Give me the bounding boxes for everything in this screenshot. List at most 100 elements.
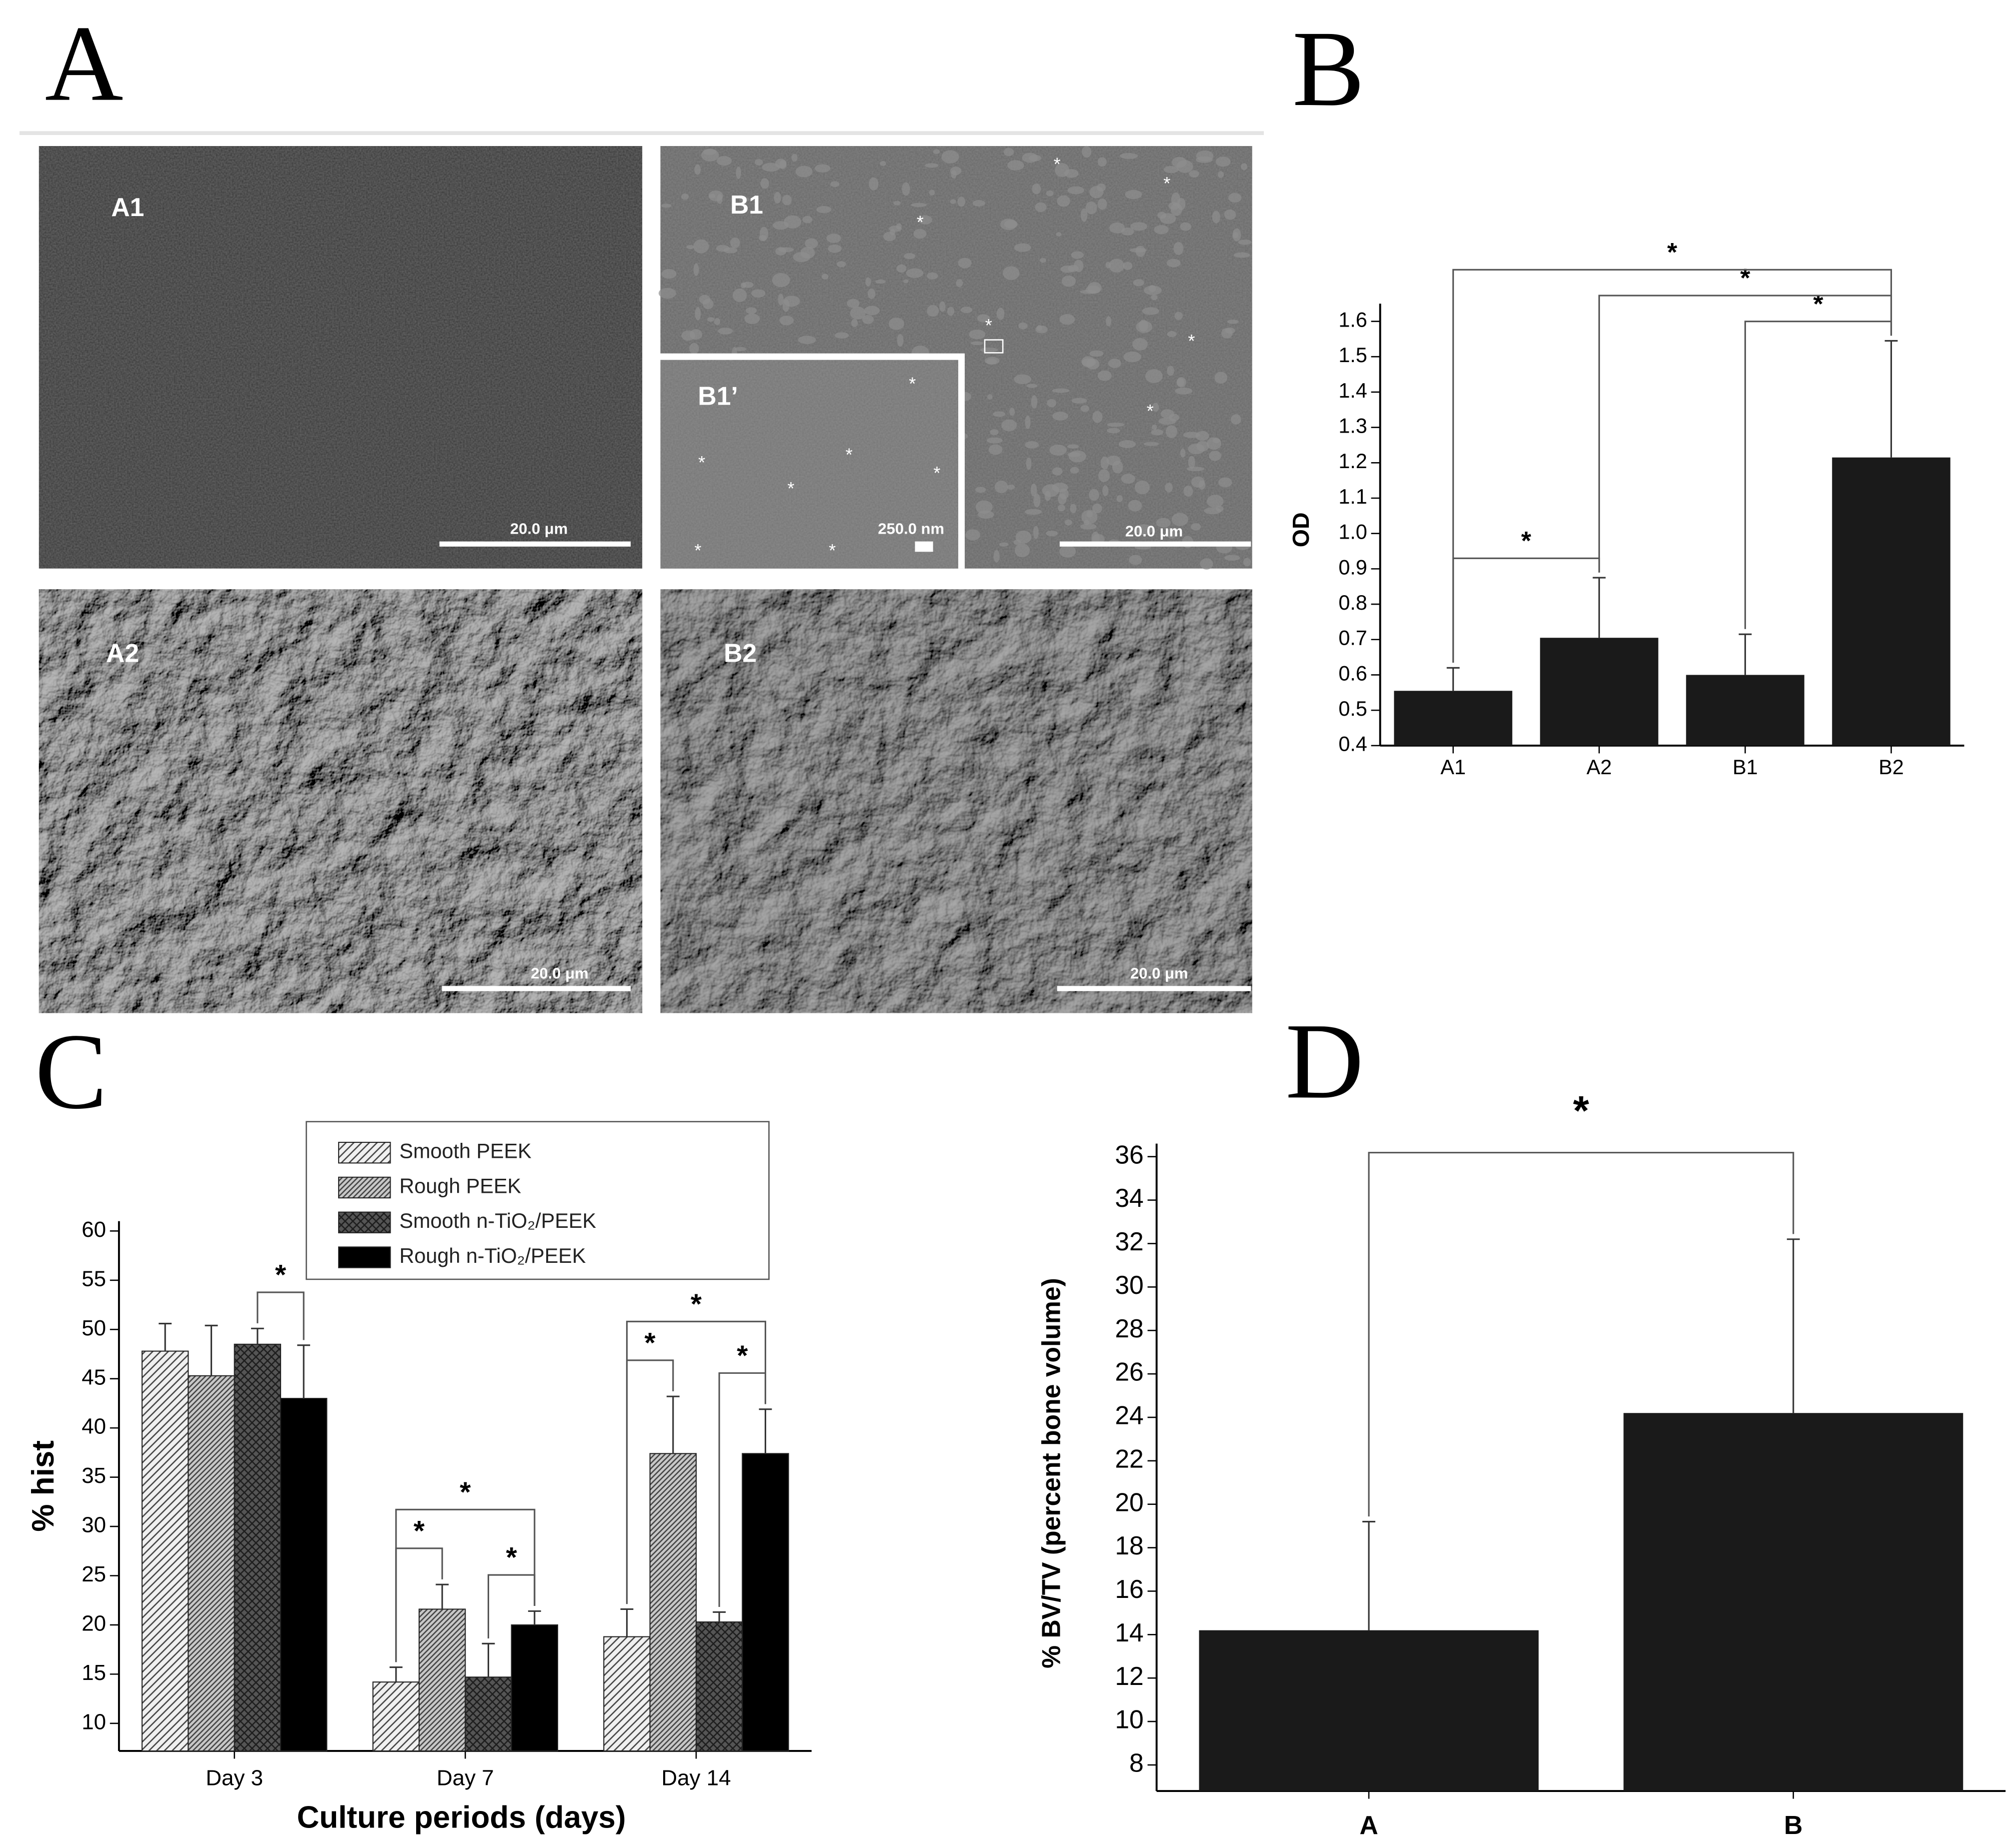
particle bbox=[1004, 220, 1018, 229]
particle bbox=[791, 154, 798, 162]
particle bbox=[951, 170, 957, 179]
particle bbox=[862, 315, 874, 324]
particle bbox=[880, 161, 886, 166]
particle bbox=[1171, 513, 1188, 526]
particle-marker: * bbox=[694, 540, 701, 561]
particle bbox=[1047, 399, 1056, 408]
particle bbox=[1188, 456, 1195, 469]
particle bbox=[956, 279, 963, 288]
particle-marker: * bbox=[787, 478, 794, 499]
bar bbox=[1686, 675, 1804, 746]
bar bbox=[280, 1398, 328, 1752]
x-tick-label: B2 bbox=[1878, 756, 1904, 779]
error-bar bbox=[159, 1322, 172, 1351]
particle bbox=[904, 253, 916, 260]
particle bbox=[1102, 485, 1109, 497]
particle bbox=[1180, 448, 1186, 458]
particle bbox=[1014, 543, 1030, 558]
particle bbox=[1224, 209, 1236, 220]
particle-marker: * bbox=[933, 463, 940, 483]
particle bbox=[1002, 266, 1020, 280]
y-tick-label: 1.6 bbox=[1338, 308, 1367, 331]
y-axis-label: % BV/TV (percent bone volume) bbox=[1037, 1278, 1066, 1668]
scale-bar-label: 20.0 μm bbox=[1130, 964, 1188, 982]
particle bbox=[802, 216, 813, 224]
particle bbox=[1106, 455, 1121, 466]
particle bbox=[1145, 369, 1163, 383]
y-tick-label: 40 bbox=[82, 1414, 106, 1439]
error-bar bbox=[482, 1642, 495, 1677]
particle-marker: * bbox=[1188, 331, 1195, 351]
bar bbox=[603, 1636, 651, 1752]
particle bbox=[1218, 477, 1232, 488]
particle bbox=[1081, 510, 1098, 524]
y-tick-label: 10 bbox=[1115, 1705, 1143, 1734]
particle bbox=[869, 177, 879, 191]
particle bbox=[1129, 555, 1142, 565]
legend-label: Smooth n-TiO₂/PEEK bbox=[400, 1209, 597, 1232]
particle bbox=[755, 159, 763, 166]
particle bbox=[681, 193, 689, 200]
image-label: B1’ bbox=[698, 381, 738, 410]
y-tick-label: 50 bbox=[82, 1316, 106, 1340]
particle bbox=[1123, 262, 1133, 270]
particle bbox=[1052, 467, 1063, 476]
particle bbox=[1097, 370, 1112, 381]
particle bbox=[926, 272, 938, 280]
particle bbox=[1166, 259, 1181, 268]
particle bbox=[760, 178, 769, 189]
particle bbox=[1109, 259, 1125, 273]
particle bbox=[1089, 186, 1104, 199]
particle bbox=[1217, 171, 1224, 178]
particle bbox=[1087, 282, 1102, 294]
particle bbox=[779, 316, 794, 326]
particle bbox=[689, 343, 699, 355]
particle bbox=[925, 163, 939, 168]
particle bbox=[1092, 411, 1103, 423]
particle bbox=[941, 150, 959, 164]
particle bbox=[774, 192, 781, 204]
particle bbox=[875, 279, 886, 284]
y-tick-label: 10 bbox=[82, 1709, 106, 1734]
legend-swatch bbox=[338, 1211, 391, 1233]
y-tick-label: 20 bbox=[1115, 1487, 1143, 1516]
error-bar bbox=[1592, 577, 1606, 638]
particle bbox=[993, 550, 1000, 563]
particle bbox=[795, 166, 813, 178]
particle bbox=[1082, 146, 1092, 158]
particle bbox=[714, 318, 721, 325]
particle bbox=[1026, 384, 1038, 388]
legend-swatch bbox=[338, 1246, 391, 1268]
particle bbox=[893, 201, 901, 206]
particle-marker: * bbox=[985, 315, 992, 336]
particle bbox=[927, 305, 939, 317]
particle bbox=[1207, 495, 1224, 508]
image-label: A2 bbox=[106, 639, 139, 668]
particle bbox=[1151, 425, 1157, 430]
significance-label: * bbox=[691, 1288, 702, 1320]
particle bbox=[1167, 331, 1177, 338]
particle bbox=[661, 204, 672, 208]
particle bbox=[1089, 350, 1104, 357]
y-tick-label: 1.2 bbox=[1338, 450, 1367, 473]
y-tick-label: 8 bbox=[1129, 1748, 1144, 1777]
y-axis-label: OD bbox=[1288, 512, 1314, 547]
particle bbox=[741, 282, 746, 289]
particle bbox=[717, 194, 723, 204]
particle bbox=[798, 336, 816, 344]
significance-bracket bbox=[257, 1291, 305, 1340]
particle bbox=[1067, 452, 1081, 457]
particle bbox=[1089, 489, 1099, 501]
particle bbox=[965, 529, 980, 541]
y-tick-label: 0.6 bbox=[1338, 662, 1367, 685]
particle bbox=[1143, 442, 1159, 446]
y-tick-label: 1.0 bbox=[1338, 521, 1367, 544]
particle bbox=[779, 160, 787, 170]
particle bbox=[1166, 528, 1176, 539]
scale-bar-label: 20.0 μm bbox=[1125, 523, 1183, 540]
particle bbox=[1003, 148, 1014, 157]
particle bbox=[821, 274, 829, 280]
particle bbox=[1080, 405, 1089, 412]
error-bar bbox=[1786, 1238, 1800, 1413]
particle bbox=[1009, 407, 1015, 416]
